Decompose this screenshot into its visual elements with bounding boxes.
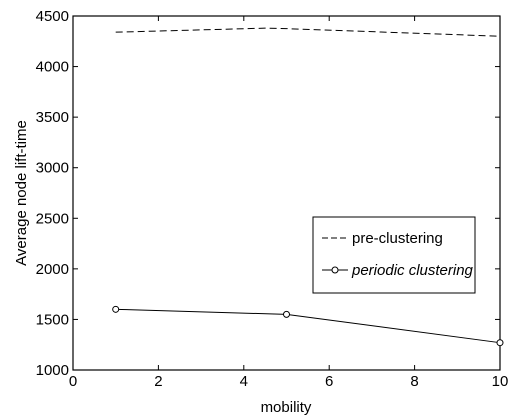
axis-ticks: 0 2 4 6 8 10 1000 1500 2000 2500 3000 3500 4000 4500 xyxy=(36,8,509,390)
legend-periodic-clustering-label: periodic clustering xyxy=(351,262,474,279)
data-point xyxy=(283,310,290,318)
x-tick-label: 2 xyxy=(154,373,162,390)
y-tick-label: 2000 xyxy=(36,261,69,278)
y-tick-label: 2500 xyxy=(36,210,69,227)
y-tick-label: 1000 xyxy=(36,362,69,379)
plot-area: 0 2 4 6 8 10 1000 1500 2000 2500 3000 3500 4000 4500 xyxy=(36,8,509,390)
legend-pre-clustering-label: pre-clustering xyxy=(352,230,443,247)
y-tick-label: 4000 xyxy=(36,59,69,76)
series-line-pre-clustering xyxy=(115,27,501,37)
x-tick-label: 4 xyxy=(240,373,248,390)
legend: pre-clustering periodic clustering xyxy=(312,216,476,294)
legend-box xyxy=(312,216,476,294)
data-point xyxy=(496,339,504,347)
x-tick-label: 0 xyxy=(69,373,77,390)
y-tick-label: 3000 xyxy=(36,160,69,177)
series-line-periodic-clustering xyxy=(115,308,501,344)
y-axis-title: Average node lift-time xyxy=(13,120,30,266)
x-tick-label: 8 xyxy=(410,373,418,390)
y-tick-label: 1500 xyxy=(36,311,69,328)
x-tick-label: 10 xyxy=(492,373,509,390)
y-tick-label: 4500 xyxy=(36,8,69,25)
legend-periodic-clustering-marker xyxy=(331,266,339,274)
series-layer xyxy=(112,27,504,347)
plot-frame xyxy=(72,15,501,371)
x-tick-label: 6 xyxy=(325,373,333,390)
data-point xyxy=(112,305,120,313)
x-axis-title: mobility xyxy=(261,399,312,416)
y-tick-label: 3500 xyxy=(36,109,69,126)
